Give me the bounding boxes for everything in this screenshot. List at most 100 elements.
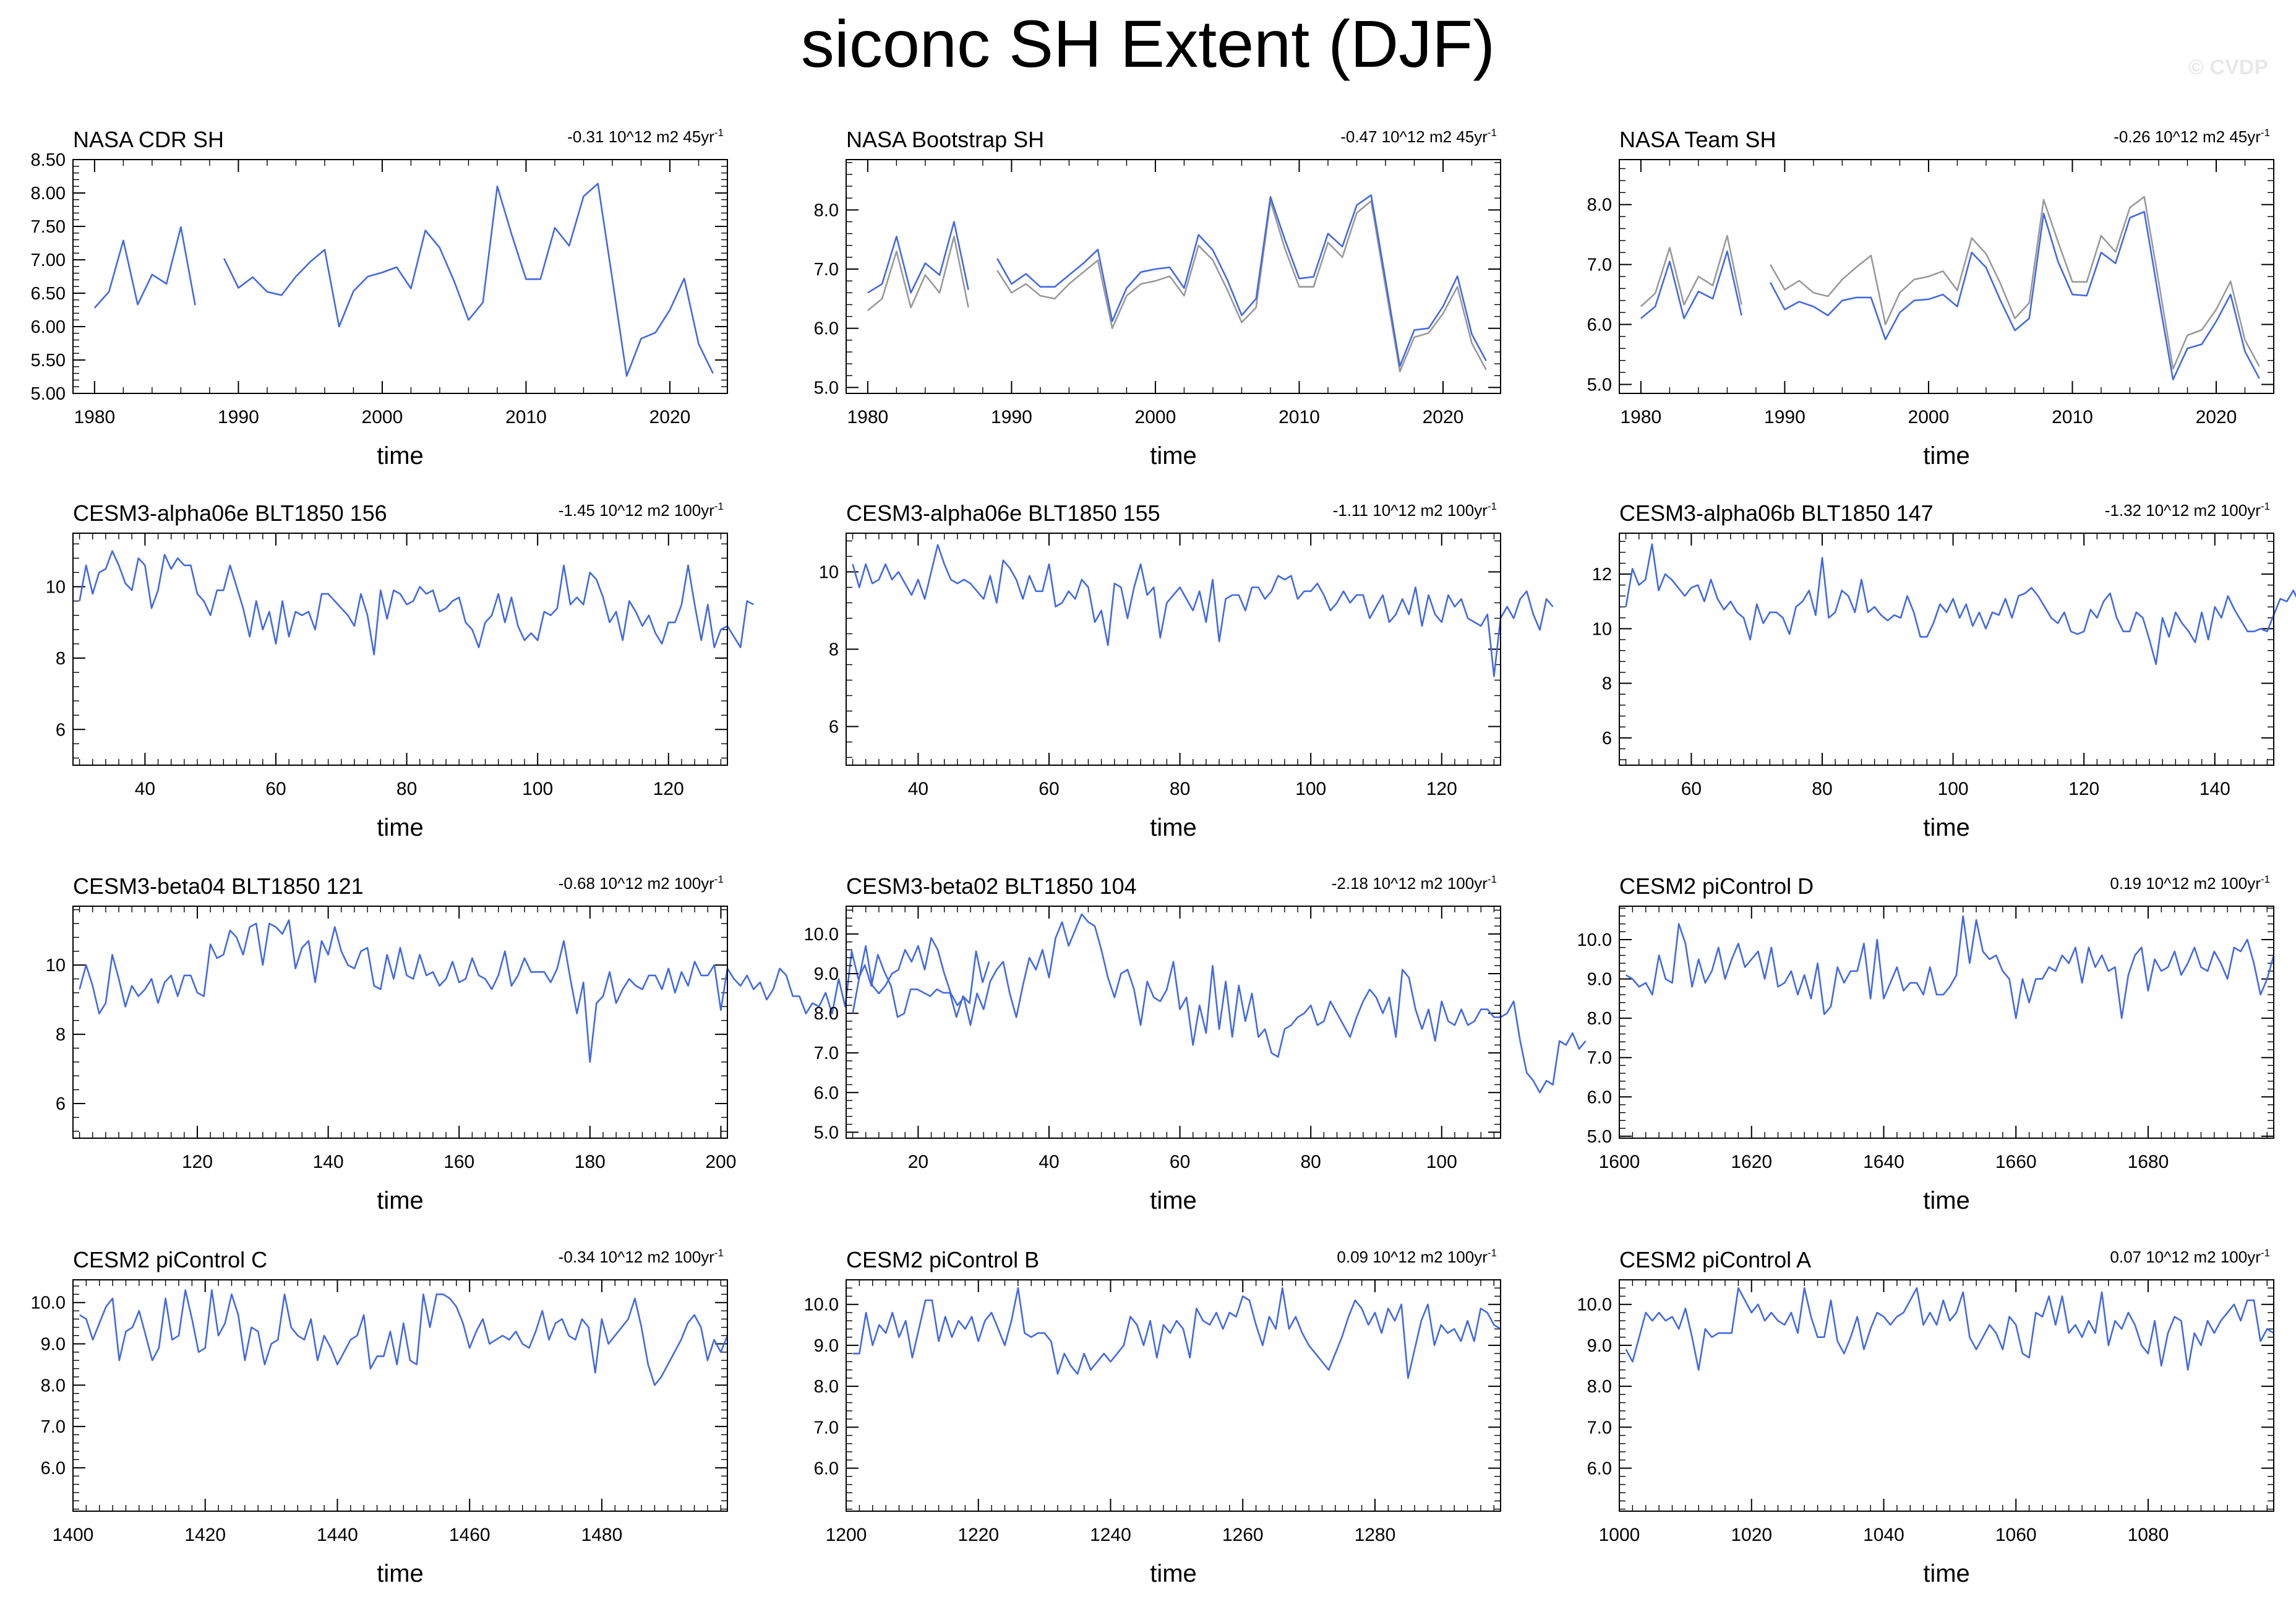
y-tick-label: 6.50 bbox=[31, 284, 66, 304]
series-line bbox=[1625, 1287, 2274, 1371]
series-line bbox=[1640, 250, 1742, 320]
x-tick-label: 40 bbox=[135, 779, 155, 799]
panel-8: CESM3-beta02 BLT1850 104 -2.18 10^12 m2 1… bbox=[804, 873, 1587, 1214]
series-line bbox=[852, 544, 1554, 677]
plot-frame bbox=[1619, 533, 2274, 766]
y-tick-label: 10 bbox=[819, 563, 839, 583]
trend-label: 0.19 10^12 m2 100yr-1 bbox=[2110, 873, 2270, 893]
trend-label: -1.45 10^12 m2 100yr-1 bbox=[559, 500, 724, 520]
y-tick-label: 10.0 bbox=[804, 1295, 839, 1315]
x-tick-label: 1240 bbox=[1090, 1525, 1131, 1545]
y-tick-label: 6 bbox=[1602, 729, 1612, 748]
x-tick-label: 80 bbox=[1300, 1152, 1321, 1172]
series-line bbox=[79, 550, 754, 656]
x-tick-label: 200 bbox=[705, 1152, 736, 1172]
y-tick-label: 9.0 bbox=[1587, 1336, 1612, 1356]
x-tick-label: 1460 bbox=[449, 1525, 490, 1545]
y-tick-label: 6 bbox=[56, 720, 66, 740]
panel-title: CESM2 piControl C bbox=[73, 1247, 267, 1272]
x-axis-label: time bbox=[377, 1187, 424, 1214]
x-axis-label: time bbox=[1923, 1187, 1970, 1214]
y-tick-label: 5.0 bbox=[814, 378, 839, 398]
y-tick-label: 5.50 bbox=[31, 351, 66, 371]
panel-title: NASA CDR SH bbox=[73, 127, 224, 152]
y-tick-label: 8 bbox=[829, 640, 839, 660]
x-tick-label: 2010 bbox=[2052, 407, 2093, 427]
panel-title: CESM2 piControl B bbox=[846, 1247, 1039, 1272]
panel-2: NASA Bootstrap SH -0.47 10^12 m2 45yr-1 19… bbox=[814, 127, 1501, 469]
x-tick-label: 2000 bbox=[1135, 407, 1176, 427]
watermark-text: © CVDP bbox=[2188, 56, 2268, 79]
x-tick-label: 1640 bbox=[1863, 1152, 1904, 1172]
y-tick-label: 8.0 bbox=[814, 1004, 839, 1024]
y-tick-label: 8.0 bbox=[1587, 1377, 1612, 1397]
plot-frame bbox=[846, 533, 1501, 766]
x-tick-label: 1480 bbox=[581, 1525, 623, 1545]
x-tick-label: 2010 bbox=[505, 407, 547, 427]
plot-frame bbox=[72, 533, 728, 766]
x-tick-label: 2000 bbox=[1908, 407, 1950, 427]
series-line bbox=[996, 200, 1487, 372]
y-tick-label: 5.00 bbox=[31, 384, 66, 404]
y-tick-label: 9.0 bbox=[1587, 970, 1612, 990]
x-tick-label: 180 bbox=[575, 1152, 606, 1172]
trend-label: -0.26 10^12 m2 45yr-1 bbox=[2114, 127, 2270, 146]
y-tick-label: 7.0 bbox=[814, 260, 839, 280]
y-tick-label: 7.0 bbox=[814, 1418, 839, 1438]
series-line bbox=[996, 194, 1487, 367]
y-tick-label: 10.0 bbox=[804, 925, 839, 945]
trend-label: 0.07 10^12 m2 100yr-1 bbox=[2110, 1247, 2270, 1266]
y-tick-label: 8.0 bbox=[41, 1376, 66, 1395]
y-tick-label: 10.0 bbox=[1577, 1295, 1612, 1315]
x-tick-label: 80 bbox=[1170, 779, 1190, 799]
x-tick-label: 1660 bbox=[1995, 1152, 2037, 1172]
series-line bbox=[852, 1287, 1501, 1379]
panel-title: CESM2 piControl D bbox=[1619, 873, 1814, 899]
y-tick-label: 5.0 bbox=[1587, 1127, 1612, 1147]
panel-1: NASA CDR SH -0.31 10^12 m2 45yr-1 1980 1990… bbox=[31, 127, 728, 469]
x-tick-label: 160 bbox=[443, 1152, 474, 1172]
x-axis-label: time bbox=[1150, 1187, 1197, 1214]
x-tick-label: 100 bbox=[1938, 779, 1969, 799]
y-tick-label: 8.00 bbox=[31, 184, 66, 204]
x-tick-label: 1990 bbox=[218, 407, 259, 427]
y-tick-label: 6.0 bbox=[814, 1459, 839, 1478]
y-tick-label: 6 bbox=[829, 718, 839, 737]
y-tick-label: 7.0 bbox=[814, 1044, 839, 1063]
x-tick-label: 40 bbox=[1039, 1152, 1059, 1172]
x-axis-label: time bbox=[1923, 814, 1970, 841]
x-tick-label: 1260 bbox=[1222, 1525, 1264, 1545]
plot-frame bbox=[1619, 159, 2274, 394]
plot-frame bbox=[72, 1279, 728, 1512]
plot-frame bbox=[846, 1279, 1501, 1512]
y-tick-label: 10 bbox=[46, 578, 66, 598]
x-tick-label: 80 bbox=[396, 779, 417, 799]
panel-title: NASA Team SH bbox=[1619, 127, 1776, 152]
series-line bbox=[93, 226, 196, 309]
panel-11: CESM2 piControl B 0.09 10^12 m2 100yr-1 12… bbox=[804, 1247, 1501, 1587]
x-tick-label: 1980 bbox=[1621, 407, 1662, 427]
trend-label: -1.32 10^12 m2 100yr-1 bbox=[2105, 500, 2270, 520]
x-tick-label: 1990 bbox=[991, 407, 1032, 427]
y-tick-label: 7.00 bbox=[31, 251, 66, 270]
panel-7: CESM3-beta04 BLT1850 121 -0.68 10^12 m2 1… bbox=[46, 873, 990, 1214]
x-tick-label: 2020 bbox=[1423, 407, 1464, 427]
y-tick-label: 7.0 bbox=[1587, 1418, 1612, 1438]
y-tick-label: 9.0 bbox=[814, 1336, 839, 1356]
x-axis-label: time bbox=[377, 442, 424, 469]
x-tick-label: 100 bbox=[522, 779, 553, 799]
x-tick-label: 80 bbox=[1812, 779, 1832, 799]
y-tick-label: 10 bbox=[1592, 619, 1612, 639]
trend-label: -0.31 10^12 m2 45yr-1 bbox=[567, 127, 724, 146]
y-tick-label: 10 bbox=[46, 956, 66, 975]
panel-3: NASA Team SH -0.26 10^12 m2 45yr-1 1980 199… bbox=[1587, 127, 2274, 469]
x-tick-label: 60 bbox=[1039, 779, 1059, 799]
y-tick-label: 7.0 bbox=[41, 1417, 66, 1437]
x-tick-label: 1000 bbox=[1599, 1525, 1640, 1545]
y-tick-label: 6.0 bbox=[1587, 1459, 1612, 1478]
panel-9: CESM2 piControl D 0.19 10^12 m2 100yr-1 16… bbox=[1577, 873, 2275, 1214]
x-axis-label: time bbox=[377, 814, 424, 841]
x-tick-label: 60 bbox=[265, 779, 286, 799]
panel-title: NASA Bootstrap SH bbox=[846, 127, 1044, 152]
